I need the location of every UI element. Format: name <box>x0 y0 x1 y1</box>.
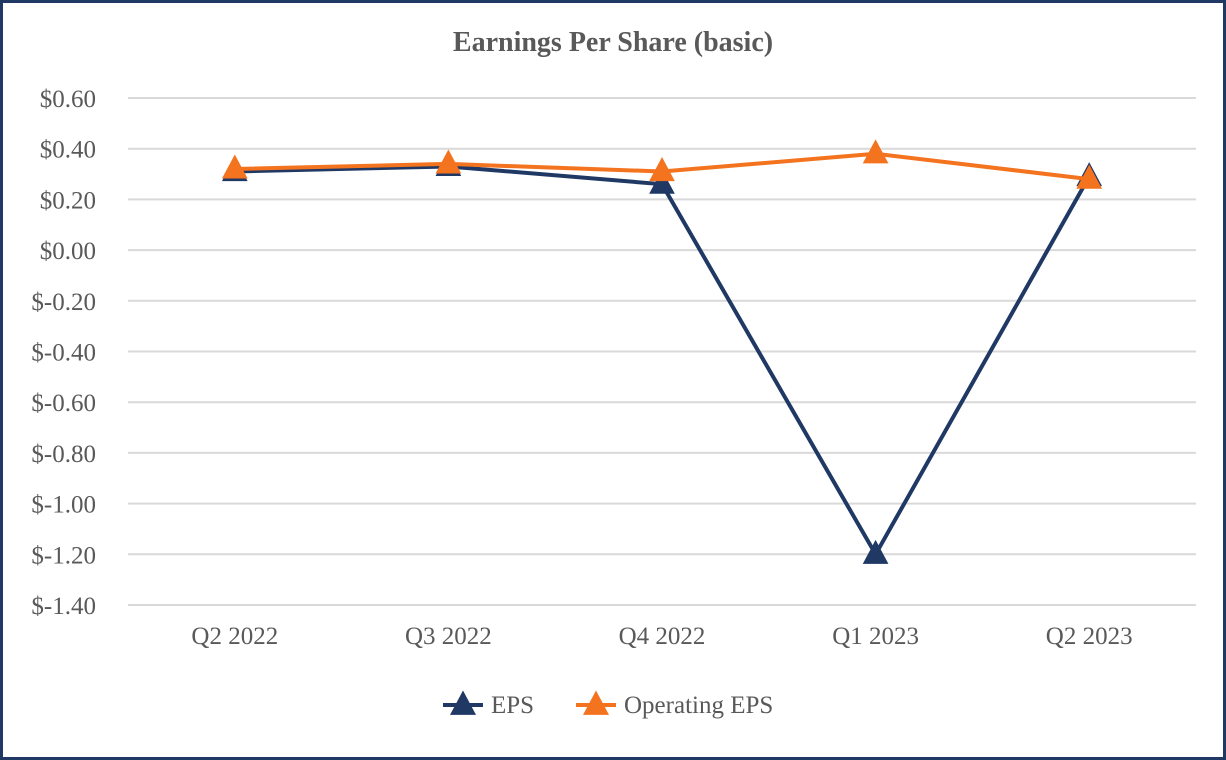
data-point-marker <box>862 139 889 164</box>
y-tick-label: $-0.40 <box>31 340 96 367</box>
x-tick-label: Q4 2022 <box>619 623 706 650</box>
legend-marker <box>583 690 609 715</box>
data-point-marker <box>221 154 248 179</box>
data-point-marker <box>862 539 889 564</box>
data-point-marker <box>649 169 675 194</box>
x-tick-label: Q2 2023 <box>1046 623 1133 650</box>
legend-label: Operating EPS <box>624 692 773 719</box>
y-tick-label: $0.60 <box>40 86 96 113</box>
legend-item: EPS <box>443 690 534 719</box>
y-tick-label: $0.20 <box>40 187 96 214</box>
x-tick-label: Q1 2023 <box>832 623 919 650</box>
series-lines <box>221 139 1103 564</box>
y-axis-tick-labels: $0.60 $0.40 $0.20 $0.00 $-0.20 $-0.40 $-0.60 $-… <box>31 86 96 620</box>
y-tick-label: $-1.20 <box>31 542 96 569</box>
y-tick-label: $-0.80 <box>31 441 96 468</box>
x-tick-label: Q3 2022 <box>405 623 492 650</box>
y-tick-label: $0.00 <box>40 238 96 265</box>
data-point-marker <box>649 157 675 182</box>
series-eps <box>221 151 1103 564</box>
series-operating-eps <box>221 139 1103 189</box>
gridlines <box>128 97 1196 606</box>
legend-item: Operating EPS <box>576 690 773 719</box>
y-tick-label: $0.40 <box>40 137 96 164</box>
y-tick-label: $-1.40 <box>31 593 96 620</box>
data-point-marker <box>435 149 462 174</box>
data-point-marker <box>1076 164 1103 189</box>
y-tick-label: $-0.20 <box>31 289 96 316</box>
x-axis-tick-labels: Q2 2022 Q3 2022 Q4 2022 Q1 2023 Q2 2023 <box>191 623 1132 650</box>
y-tick-label: $-0.60 <box>31 390 96 417</box>
y-tick-label: $-1.00 <box>31 492 96 519</box>
legend-marker <box>450 690 476 715</box>
x-tick-label: Q2 2022 <box>191 623 278 650</box>
legend-label: EPS <box>491 692 534 719</box>
series-line <box>234 164 1091 557</box>
legend: EPS Operating EPS <box>443 690 773 719</box>
chart-title: Earnings Per Share (basic) <box>453 27 773 58</box>
